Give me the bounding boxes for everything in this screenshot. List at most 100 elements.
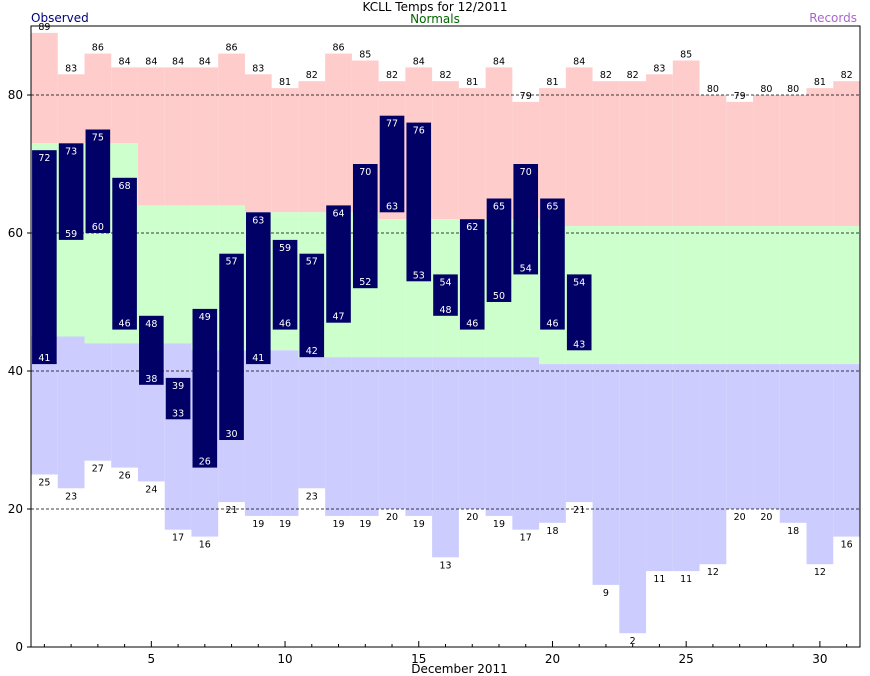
record-high-band-day-6 <box>164 67 192 206</box>
record-low-band-day-25 <box>672 364 700 572</box>
record-high-band-day-11 <box>298 81 326 213</box>
record-low-band-day-11 <box>298 357 326 489</box>
x-tick-label-30: 30 <box>812 652 827 666</box>
value-labels-layer: 72 41 73 59 75 60 68 46 48 38 39 33 49 26 57 30 63 41 59 46… <box>38 22 852 647</box>
observed-bar-day-15 <box>406 122 432 282</box>
normal-band-day-23 <box>619 226 647 365</box>
normal-band-day-28 <box>753 226 780 365</box>
record-low-label-day-28: 20 <box>760 512 772 523</box>
record-low-band-day-13 <box>351 357 379 516</box>
observed-bar-day-2 <box>58 143 84 240</box>
legend-normals: Normals <box>410 12 460 26</box>
record-high-label-day-4: 84 <box>119 56 131 67</box>
record-low-band-day-10 <box>271 350 299 516</box>
record-high-band-day-22 <box>592 81 620 227</box>
record-high-label-day-29: 80 <box>787 84 799 95</box>
record-high-label-day-21: 84 <box>573 56 585 67</box>
record-low-label-day-19: 17 <box>520 533 532 544</box>
record-high-label-day-31: 82 <box>841 70 853 81</box>
legend-records: Records <box>809 11 857 25</box>
record-high-band-day-31 <box>833 81 860 227</box>
observed-high-label-day-11: 57 <box>306 257 318 268</box>
record-low-band-day-4 <box>111 343 138 468</box>
normal-band-day-26 <box>699 226 727 365</box>
normal-band-day-14 <box>378 219 406 358</box>
record-high-label-day-25: 85 <box>680 50 692 61</box>
record-low-label-day-31: 16 <box>841 540 853 551</box>
observed-low-label-day-20: 46 <box>546 319 558 330</box>
record-high-label-day-24: 83 <box>653 63 665 74</box>
record-low-label-day-6: 17 <box>172 533 184 544</box>
observed-low-label-day-14: 63 <box>386 201 398 212</box>
observed-bar-day-17 <box>459 219 485 330</box>
observed-high-label-day-21: 54 <box>573 277 585 288</box>
record-low-band-day-16 <box>432 357 459 558</box>
observed-high-label-day-2: 73 <box>65 146 77 157</box>
record-high-label-day-11: 82 <box>306 70 318 81</box>
normal-band-day-27 <box>726 226 754 365</box>
observed-low-label-day-4: 46 <box>119 319 131 330</box>
x-tick-label-20: 20 <box>545 652 560 666</box>
normal-band-day-31 <box>833 226 860 365</box>
normal-band-day-25 <box>672 226 700 365</box>
record-high-band-day-27 <box>726 101 754 227</box>
observed-high-label-day-14: 77 <box>386 119 398 130</box>
record-low-label-day-27: 20 <box>734 512 746 523</box>
record-low-band-day-12 <box>325 357 352 516</box>
observed-bar-day-14 <box>379 115 405 213</box>
normal-band-day-29 <box>779 226 807 365</box>
record-low-band-day-14 <box>378 357 406 509</box>
record-low-band-day-18 <box>485 357 513 516</box>
grid-layer <box>31 94 860 510</box>
record-low-label-day-15: 19 <box>413 519 425 530</box>
record-high-label-day-30: 81 <box>814 77 826 88</box>
x-tick-label-5: 5 <box>148 652 156 666</box>
observed-bar-day-6 <box>165 377 191 420</box>
record-low-label-day-3: 27 <box>92 464 104 475</box>
record-high-label-day-17: 81 <box>466 77 478 88</box>
record-high-band-day-9 <box>244 74 272 213</box>
observed-high-label-day-18: 65 <box>493 202 505 213</box>
observed-low-label-day-16: 48 <box>439 305 451 316</box>
observed-high-label-day-10: 59 <box>279 243 291 254</box>
observed-bar-day-19 <box>513 164 539 275</box>
record-high-band-day-2 <box>57 74 85 144</box>
observed-high-label-day-17: 62 <box>466 222 478 233</box>
legend-observed: Observed <box>31 11 89 25</box>
observed-low-label-day-19: 54 <box>520 263 532 274</box>
record-low-band-day-24 <box>646 364 673 572</box>
record-low-label-day-10: 19 <box>279 519 291 530</box>
observed-bar-day-7 <box>192 308 218 468</box>
record-low-band-day-15 <box>405 357 433 516</box>
record-high-label-day-10: 81 <box>279 77 291 88</box>
observed-low-label-day-1: 41 <box>38 353 50 364</box>
record-low-band-day-29 <box>779 364 807 523</box>
normal-band-day-6 <box>164 205 192 344</box>
record-low-label-day-24: 11 <box>653 574 665 585</box>
chart-title: KCLL Temps for 12/2011 <box>362 0 508 14</box>
record-high-band-day-23 <box>619 81 647 227</box>
observed-high-label-day-16: 54 <box>439 277 451 288</box>
observed-high-label-day-3: 75 <box>92 133 104 144</box>
observed-high-label-day-7: 49 <box>199 312 211 323</box>
record-low-label-day-12: 19 <box>332 519 344 530</box>
record-low-band-day-28 <box>753 364 780 509</box>
record-low-label-day-29: 18 <box>787 526 799 537</box>
record-high-band-day-18 <box>485 67 513 220</box>
observed-high-label-day-1: 72 <box>38 153 50 164</box>
normal-band-day-24 <box>646 226 673 365</box>
axes-layer: 0 20 40 60 80 5 10 15 20 25 30 December 2011 <box>8 25 861 676</box>
observed-bar-day-12 <box>326 205 351 323</box>
record-high-label-day-12: 86 <box>332 43 344 54</box>
record-low-band-day-27 <box>726 364 754 509</box>
record-low-label-day-4: 26 <box>119 471 131 482</box>
observed-bar-day-21 <box>566 274 592 351</box>
record-high-band-day-8 <box>218 53 245 206</box>
observed-high-label-day-9: 63 <box>252 215 264 226</box>
record-high-band-day-17 <box>458 88 486 220</box>
record-high-label-day-7: 84 <box>199 56 211 67</box>
record-high-label-day-13: 85 <box>359 50 371 61</box>
observed-low-label-day-10: 46 <box>279 319 291 330</box>
record-low-band-day-17 <box>458 357 486 509</box>
record-low-band-day-20 <box>539 364 566 523</box>
